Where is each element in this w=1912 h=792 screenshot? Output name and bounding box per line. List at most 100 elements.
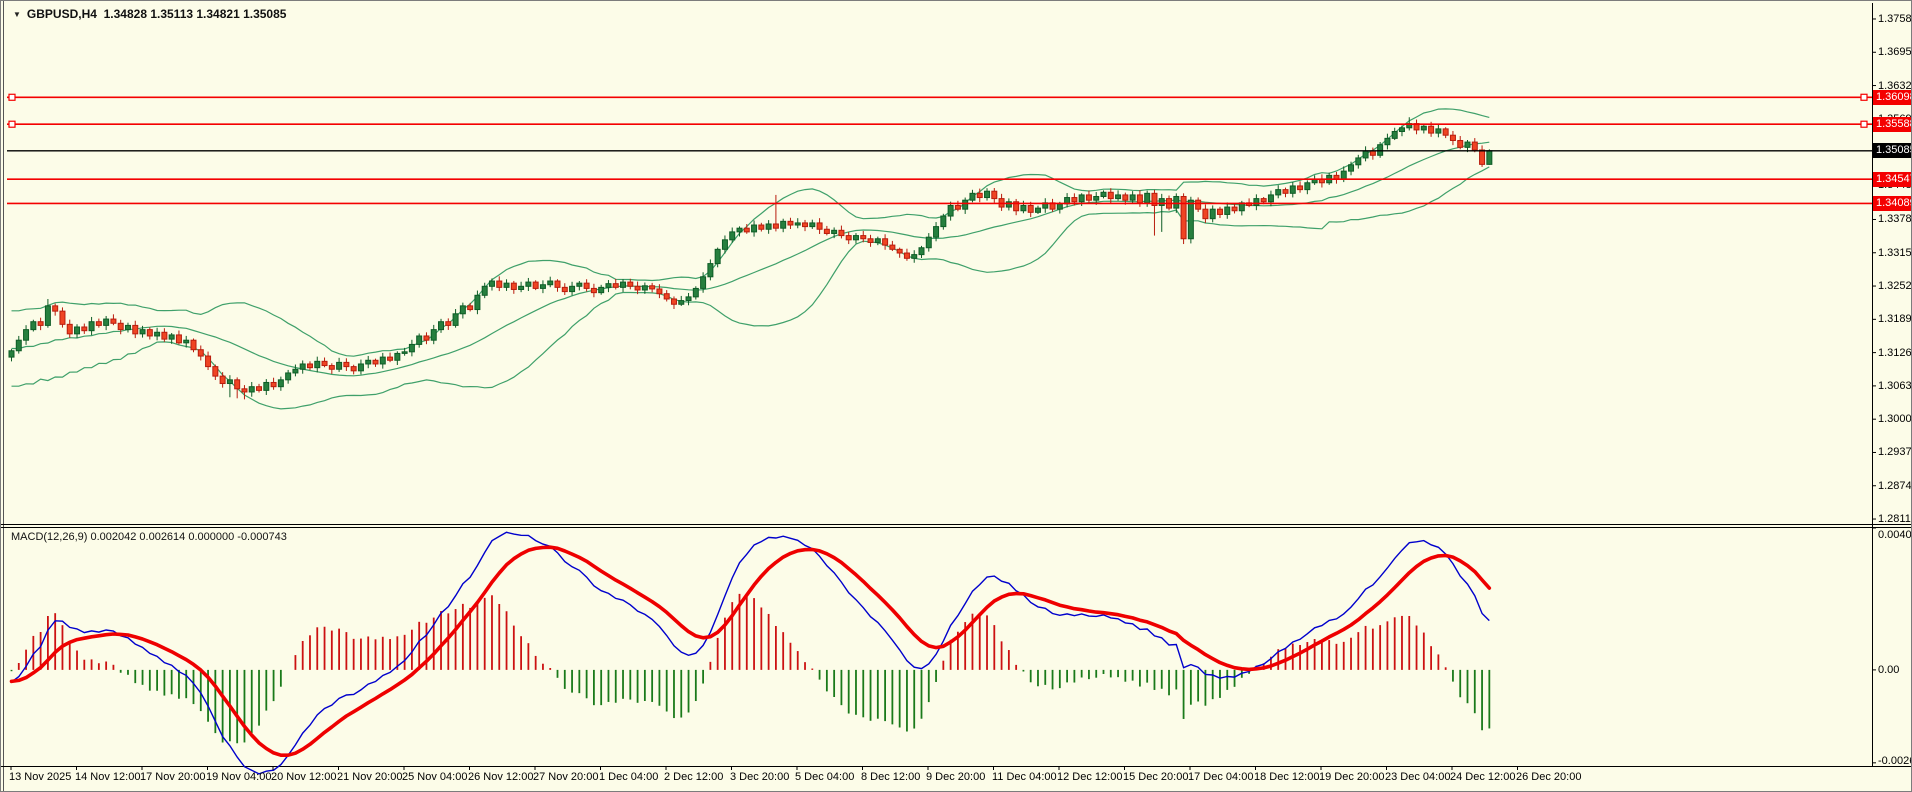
candle-body	[183, 339, 190, 344]
candle-body	[1384, 137, 1391, 146]
current-price-badge: 1.35085	[1873, 143, 1911, 158]
candle-body	[1158, 198, 1165, 206]
candle-body	[161, 331, 168, 340]
candle-body	[678, 300, 685, 305]
candle-body	[1202, 208, 1209, 220]
candle-body	[969, 192, 976, 201]
symbol-dropdown-icon[interactable]: ▼	[13, 10, 21, 19]
candle-body	[15, 339, 22, 352]
candle-body	[649, 285, 656, 290]
candle-body	[620, 281, 627, 288]
time-tick-label: 15 Dec 20:00	[1123, 771, 1189, 783]
time-tick-label: 11 Dec 04:00	[992, 771, 1057, 783]
candle-body	[539, 284, 546, 289]
line-handle-left[interactable]	[8, 120, 16, 128]
candle-body	[285, 372, 292, 381]
price-tick-label: 1.32525	[1878, 280, 1912, 292]
chart-title: ▼ GBPUSD,H4 1.34828 1.35113 1.34821 1.350…	[13, 7, 286, 21]
main-chart-pane[interactable]	[9, 11, 1872, 524]
candle-body	[1100, 191, 1107, 197]
candle-body	[1471, 141, 1478, 151]
candle-body	[976, 192, 983, 199]
candle-body	[175, 334, 182, 344]
candle-body	[1093, 195, 1100, 201]
macd-signal-line	[9, 545, 1492, 757]
candle-body	[277, 379, 284, 388]
line-handle-right[interactable]	[1860, 120, 1868, 128]
candle-body	[823, 228, 830, 234]
candle-body	[525, 281, 532, 287]
time-tick-label: 19 Nov 04:00	[206, 771, 272, 783]
candle-body	[452, 313, 459, 326]
candle-body	[751, 224, 758, 233]
candle-body	[860, 235, 867, 240]
candle-body	[1020, 204, 1027, 212]
time-tick-label: 18 Dec 12:00	[1254, 771, 1320, 783]
candle-body	[714, 248, 721, 265]
candle-body	[1479, 149, 1486, 165]
line-handle-left[interactable]	[8, 93, 16, 101]
candle-body	[1275, 189, 1282, 196]
time-tick-label: 27 Nov 20:00	[533, 771, 599, 783]
candle-body	[984, 190, 991, 199]
time-tick-label: 21 Nov 20:00	[337, 771, 403, 783]
price-tick-label: 1.28745	[1878, 480, 1912, 492]
candle-body	[547, 280, 554, 286]
candle-body	[1457, 139, 1464, 148]
price-tick-label: 1.31265	[1878, 347, 1912, 359]
candle-body	[59, 310, 66, 325]
candle-body	[721, 239, 728, 250]
candle-body	[882, 238, 889, 246]
time-tick-label: 17 Nov 20:00	[140, 771, 206, 783]
price-tick-label: 1.31895	[1878, 313, 1912, 325]
hline-price-badge: 1.34089	[1873, 196, 1911, 211]
candle-body	[802, 222, 809, 228]
price-tick-label: 1.30005	[1878, 413, 1912, 425]
candle-body	[1260, 198, 1267, 203]
candle-body	[954, 204, 961, 210]
candle-body	[569, 285, 576, 293]
time-axis-area[interactable]	[9, 767, 1872, 791]
candle-body	[583, 282, 590, 289]
candle-body	[314, 360, 321, 369]
candle-body	[379, 356, 386, 365]
candle-body	[933, 226, 940, 238]
candle-body	[8, 350, 15, 358]
candle-body	[962, 199, 969, 210]
candle-body	[37, 321, 44, 326]
candle-body	[139, 329, 146, 335]
candle-body	[488, 280, 495, 287]
candle-body	[1005, 201, 1012, 208]
candle-body	[1129, 194, 1136, 201]
candle-body	[124, 324, 131, 331]
line-handle-right[interactable]	[1860, 93, 1868, 101]
candle-body	[889, 244, 896, 250]
candle-body	[1435, 128, 1442, 134]
candle-body	[1013, 201, 1020, 212]
candle-body	[1187, 199, 1194, 240]
macd-tick-label: 0.004031	[1878, 529, 1912, 541]
candle-body	[1085, 194, 1092, 201]
hline-price-badge: 1.34547	[1873, 172, 1911, 187]
candle-body	[1122, 194, 1129, 201]
candle-body	[328, 365, 335, 370]
candle-body	[707, 263, 714, 278]
candle-body	[1420, 125, 1427, 131]
candle-body	[299, 363, 306, 370]
candle-body	[1071, 197, 1078, 203]
candle-body	[44, 305, 51, 326]
candle-body	[146, 329, 153, 337]
candle-body	[438, 321, 445, 331]
candle-body	[1253, 198, 1260, 206]
candle-body	[918, 247, 925, 256]
candle-body	[561, 286, 568, 293]
candle-body	[809, 222, 816, 228]
candle-body	[1078, 194, 1085, 203]
time-tick-label: 17 Dec 04:00	[1188, 771, 1254, 783]
macd-indicator-pane[interactable]	[9, 528, 1872, 766]
candle-body	[154, 331, 161, 337]
candle-body	[445, 321, 452, 326]
symbol-timeframe-label: GBPUSD,H4	[26, 7, 97, 21]
candle-body	[321, 360, 328, 367]
